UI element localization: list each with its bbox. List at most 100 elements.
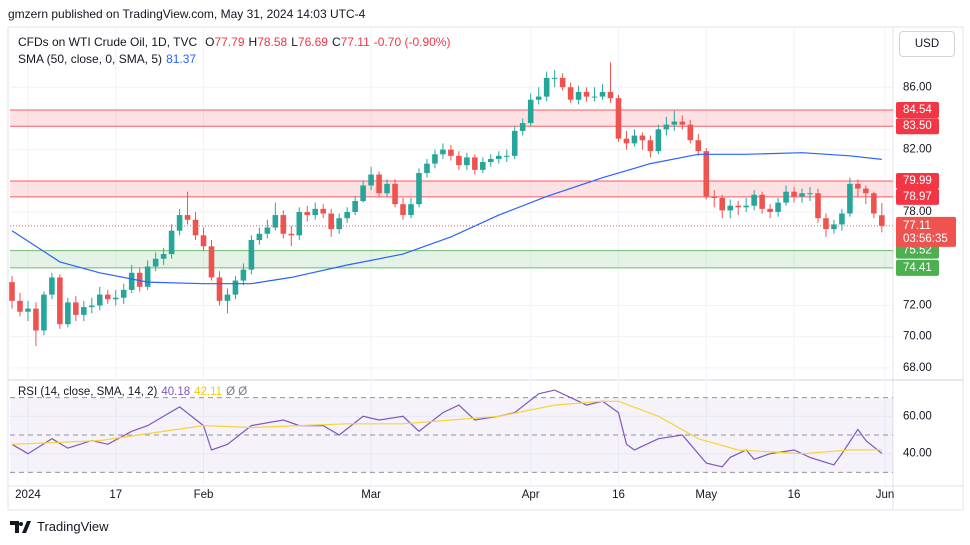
candle-body <box>456 155 462 166</box>
na-marks: Ø Ø <box>226 386 248 398</box>
candle-body <box>543 77 550 97</box>
ohlc-value: 77.79 <box>214 35 245 49</box>
y-tick-label: 70.00 <box>903 331 932 343</box>
candle-body <box>551 77 558 79</box>
x-tick-label: 16 <box>788 489 801 501</box>
x-tick-label: May <box>695 489 717 501</box>
ohlc-value: 77.11 <box>340 35 370 49</box>
candle-body <box>440 149 446 155</box>
candle-body <box>823 218 829 230</box>
candle-body <box>855 183 861 189</box>
candle-body <box>41 294 47 331</box>
candle-body <box>296 211 303 236</box>
candle-body <box>871 193 877 214</box>
candle-body <box>783 191 789 203</box>
candle-body <box>89 305 95 308</box>
x-tick-label: 2024 <box>15 489 41 501</box>
candle-body <box>623 138 630 144</box>
candle-body <box>495 155 502 159</box>
candle-body <box>280 215 287 234</box>
candle-body <box>73 302 79 315</box>
candle-body <box>567 87 574 100</box>
candle-body <box>663 124 670 130</box>
candle-body <box>136 272 143 287</box>
candle-body <box>615 98 622 139</box>
price-tag-label: 84.54 <box>903 104 932 116</box>
y-tick-label: 82.00 <box>903 144 932 156</box>
price-tag <box>896 188 939 205</box>
candle-body <box>432 154 438 164</box>
candle-body <box>216 277 223 301</box>
candle-body <box>96 294 103 306</box>
candle-body <box>176 215 183 231</box>
y-tick-label: 86.00 <box>903 81 932 93</box>
candle-body <box>81 307 87 315</box>
candle-body <box>160 254 167 259</box>
x-tick-label: Apr <box>522 489 540 501</box>
candle-body <box>735 205 741 208</box>
candle-body <box>17 300 23 312</box>
candle-body <box>448 149 454 156</box>
price-tag <box>896 259 939 276</box>
rsi-ma-value: 42.11 <box>194 386 223 398</box>
candle-body <box>647 140 654 152</box>
candle-body <box>344 211 350 219</box>
candle-body <box>719 197 726 211</box>
candle-body <box>120 289 127 298</box>
candle-body <box>687 124 694 141</box>
candle-body <box>49 277 55 295</box>
candle-body <box>192 219 199 236</box>
candle-body <box>671 121 678 125</box>
candle-body <box>184 215 191 220</box>
price-tag-label: 79.99 <box>903 175 932 187</box>
zone <box>10 180 893 197</box>
publish-note: gmzern published on TradingView.com, May… <box>8 7 366 21</box>
candle-body <box>248 240 255 270</box>
y-tick-label: 60.00 <box>903 410 932 422</box>
rsi-title: RSI (14, close, SMA, 14, 2) <box>18 386 158 398</box>
zone <box>10 110 893 127</box>
candle-body <box>759 194 765 209</box>
ohlc-label: C <box>331 35 341 49</box>
candle-body <box>224 294 231 301</box>
candle-body <box>639 135 646 141</box>
candle-body <box>751 194 757 206</box>
candle-body <box>416 172 422 205</box>
rsi-value: 40.18 <box>161 386 191 398</box>
candle-body <box>304 211 311 216</box>
ohlc-label: H <box>248 35 258 49</box>
price-tag <box>896 172 939 189</box>
candle-body <box>9 282 15 301</box>
change: -0.70 (-0.90%) <box>373 35 451 49</box>
ohlc-label: O <box>205 35 215 49</box>
ohlc-value: 76.69 <box>297 35 328 49</box>
x-tick-label: Jun <box>876 489 895 501</box>
chart-frame <box>7 26 964 511</box>
price-tag-label: 74.41 <box>903 262 932 274</box>
last-price-tag <box>896 216 956 247</box>
candle-body <box>879 215 885 226</box>
candle-body <box>727 205 733 211</box>
x-tick-label: Feb <box>194 489 214 501</box>
candle-body <box>775 202 781 212</box>
candle-body <box>743 205 749 208</box>
candle-body <box>25 308 31 312</box>
candle-body <box>112 297 119 300</box>
price-tag <box>896 118 939 135</box>
candle-body <box>711 196 718 198</box>
candle-body <box>320 208 327 214</box>
brand-logo <box>10 520 31 533</box>
candle-body <box>200 235 207 247</box>
candle-body <box>839 213 845 225</box>
candle-body <box>631 135 638 144</box>
currency-button[interactable]: USD <box>899 31 955 57</box>
candle-body <box>599 91 606 97</box>
indicator-line <box>11 400 882 455</box>
candle-body <box>488 158 494 163</box>
candle-body <box>33 308 39 331</box>
candle-body <box>831 224 837 230</box>
candle-body <box>703 151 710 197</box>
indicator-line <box>11 152 882 285</box>
